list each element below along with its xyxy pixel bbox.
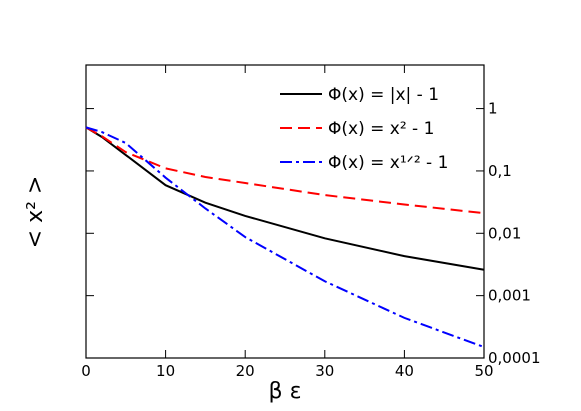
x-tick-label: 20	[236, 362, 255, 380]
x-tick-label: 0	[81, 362, 91, 380]
legend-label: Φ(x) = x² - 1	[328, 119, 434, 139]
y-tick-label: 1	[488, 100, 498, 118]
series-line	[85, 126, 485, 215]
x-tick-label: 50	[474, 362, 493, 380]
x-tick-label: 30	[315, 362, 334, 380]
x-tick-label: 40	[395, 362, 414, 380]
y-tick-label: 0,0001	[488, 349, 541, 367]
y-tick-label: 0,1	[488, 162, 512, 180]
legend-label: Φ(x) = |x| - 1	[328, 85, 439, 105]
y-axis-label: < x² >	[23, 176, 48, 249]
x-tick-label: 10	[156, 362, 175, 380]
y-tick-label: 0,001	[488, 287, 531, 305]
y-tick-label: 0,01	[488, 224, 521, 242]
series-line	[85, 126, 485, 348]
legend-label: Φ(x) = x¹ᐟ² - 1	[328, 153, 448, 173]
series-line	[85, 126, 485, 271]
plot-frame	[85, 64, 485, 359]
x-axis-label: β ε	[269, 379, 302, 404]
